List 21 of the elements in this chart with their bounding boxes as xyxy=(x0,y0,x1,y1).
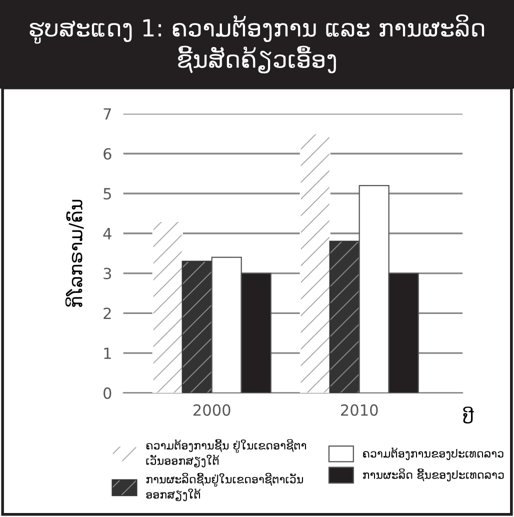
bar xyxy=(329,240,360,393)
legend-label: ຄວາມຕ້ອງການຊີ້ນ ຢູ່ໃນເຂດອາຊີຕາ ເວັນອອກສຽງໃຕ້ xyxy=(146,439,306,468)
x-axis-title: ປີ xyxy=(463,406,474,424)
y-tick-label: 7 xyxy=(104,108,111,120)
y-tick-label: 6 xyxy=(104,148,112,160)
y-tick-label: 0 xyxy=(104,387,112,399)
y-tick-label: 4 xyxy=(103,228,112,240)
bar xyxy=(152,220,183,393)
y-axis-title: ກິໂລກຣາມ/ຄົນ xyxy=(65,200,84,307)
legend-label: ການຜະລິດ ຊີ້ນຂອງປະເທດລາວ xyxy=(363,468,504,482)
chart-title: ຮູບສະແດງ 1: ຄວາມຕ້ອງການ ແລະ ການຜະລິດ ຊີ້ນສັດຄ້ຽວເອື້ອງ xyxy=(30,14,484,74)
y-tick-label: 5 xyxy=(104,188,111,200)
y-tick-label: 2 xyxy=(104,308,111,319)
legend-label: ຄວາມຕ້ອງການຂອງປະເທດລາວ xyxy=(363,448,504,460)
bar xyxy=(182,260,212,393)
x-tick-label: 2000 xyxy=(194,404,230,416)
bar xyxy=(300,133,330,393)
legend-label: ການຜະລິດຊີ້ນຢູ່ໃນເຂດອາຊີຕາເວັນ ອອກສຽງໃຕ້ xyxy=(146,472,303,502)
y-tick-label: 3 xyxy=(104,268,112,280)
y-tick-label: 1 xyxy=(104,348,111,359)
x-tick-label: 2010 xyxy=(341,404,378,416)
